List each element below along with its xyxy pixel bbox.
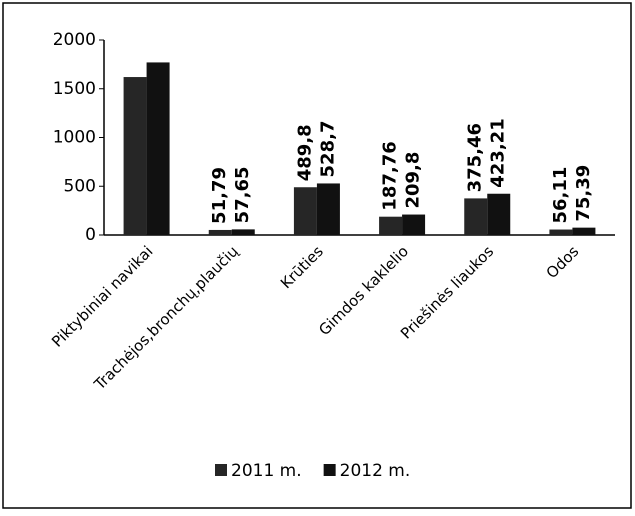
value-label: 209,8 bbox=[403, 152, 424, 209]
bar bbox=[379, 216, 403, 235]
bar bbox=[316, 183, 340, 235]
value-label: 75,39 bbox=[573, 165, 594, 222]
bar bbox=[549, 229, 573, 235]
y-tick-label: 1000 bbox=[53, 128, 96, 148]
value-label: 528,7 bbox=[317, 121, 338, 178]
value-label: 375,46 bbox=[465, 123, 486, 192]
value-label: 56,11 bbox=[550, 167, 571, 224]
bar bbox=[146, 62, 170, 235]
bar bbox=[464, 198, 488, 235]
y-tick-label: 2000 bbox=[53, 30, 96, 50]
bar bbox=[123, 77, 147, 235]
bar bbox=[572, 227, 596, 235]
bar bbox=[231, 229, 255, 235]
y-tick-label: 0 bbox=[85, 225, 96, 245]
bar bbox=[208, 229, 232, 235]
chart-border bbox=[2, 2, 632, 509]
bar bbox=[487, 193, 511, 235]
value-label: 423,21 bbox=[488, 118, 509, 187]
legend-swatch bbox=[215, 464, 227, 476]
legend-label: 2012 m. bbox=[340, 461, 411, 481]
value-label: 57,65 bbox=[232, 166, 253, 223]
y-tick-label: 1500 bbox=[53, 79, 96, 99]
value-label: 489,8 bbox=[294, 124, 315, 181]
y-tick-label: 500 bbox=[64, 176, 96, 196]
value-label: 187,76 bbox=[380, 141, 401, 210]
legend-swatch bbox=[323, 464, 336, 476]
value-label: 51,79 bbox=[209, 167, 230, 224]
legend-label: 2011 m. bbox=[231, 461, 302, 481]
bar bbox=[293, 187, 317, 235]
bar bbox=[402, 214, 426, 235]
